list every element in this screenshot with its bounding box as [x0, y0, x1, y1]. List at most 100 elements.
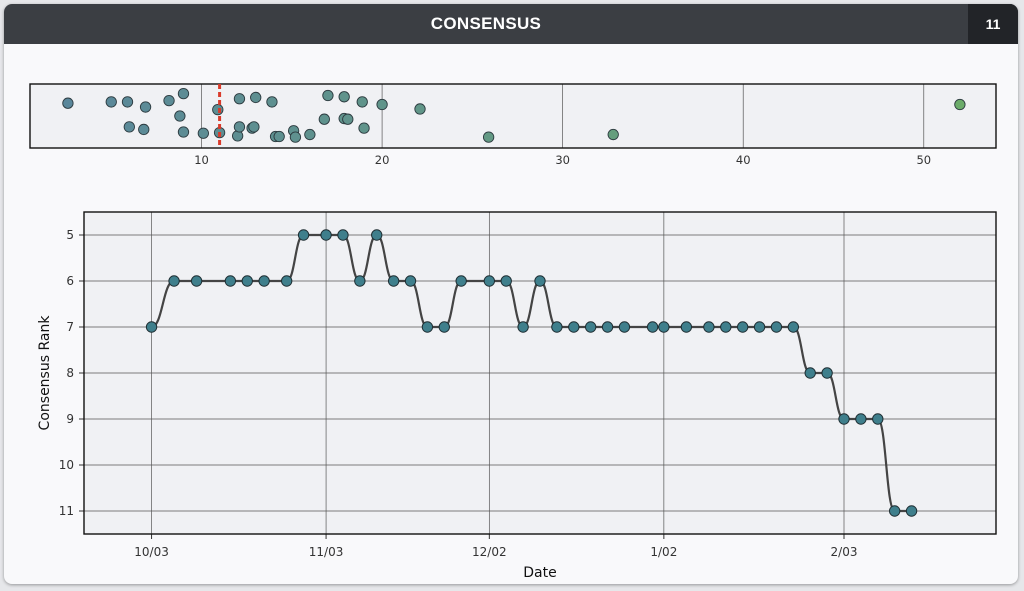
strip-point [248, 121, 260, 133]
strip-point [139, 101, 152, 113]
rank-point [703, 321, 715, 333]
rank-line-chart: 5 6 7 8 9 10 11 10/03 11/03 12/02 1/02 2/03 Date Cons… [37, 211, 997, 580]
line-y-tick-label: 11 [59, 504, 74, 518]
strip-point [376, 98, 388, 111]
rank-point [190, 275, 203, 287]
strip-point [163, 94, 175, 107]
strip-point [482, 131, 495, 143]
strip-point [273, 130, 285, 143]
strip-point [607, 128, 619, 141]
rank-point [483, 275, 496, 287]
line-frame [83, 211, 997, 535]
strip-point [318, 113, 330, 125]
rank-point [658, 321, 670, 333]
strip-x-tick-label: 30 [555, 153, 570, 167]
rank-point [838, 413, 850, 425]
rank-point [888, 505, 901, 517]
rank-point [145, 321, 158, 333]
strip-point [121, 96, 134, 108]
strip-x-tick-label: 50 [916, 153, 931, 167]
strip-point [212, 103, 224, 116]
rank-point [821, 367, 833, 379]
line-x-tick-label: 10/03 [134, 545, 169, 559]
rank-point [500, 275, 512, 287]
y-axis-label: Consensus Rank [37, 315, 53, 431]
x-axis-label: Date [523, 565, 556, 580]
rank-point [584, 321, 597, 333]
rank-point [855, 413, 867, 425]
line-x-tick-label: 2/03 [831, 545, 858, 559]
rank-point [258, 275, 270, 287]
strip-point [289, 131, 302, 143]
rank-point [168, 275, 180, 287]
line-y-tick-label: 8 [66, 366, 74, 380]
rank-point [241, 275, 253, 287]
rank-point [770, 321, 783, 333]
strip-point [177, 87, 190, 100]
rank-point [455, 275, 467, 287]
rank-point [438, 321, 450, 333]
strip-point [414, 103, 426, 115]
consensus-card: CONSENSUS 11 10 20 30 40 50 5 6 7 8 9 10 11 10/03 11… [4, 4, 1018, 584]
strip-point [266, 96, 278, 108]
strip-point [342, 113, 354, 125]
strip-point [174, 110, 186, 122]
rank-point [337, 229, 349, 241]
distribution-strip-chart: 10 20 30 40 50 [29, 83, 997, 167]
card-header: CONSENSUS 11 [4, 4, 1018, 44]
strip-point [197, 127, 209, 139]
strip-point [62, 97, 74, 109]
strip-frame [29, 83, 997, 149]
rank-point [720, 321, 732, 333]
strip-point [954, 98, 966, 111]
rank-point [280, 275, 293, 287]
strip-point [105, 96, 117, 108]
rank-point [551, 321, 563, 333]
rank-point [905, 505, 918, 517]
strip-point [233, 121, 246, 133]
rank-badge: 11 [968, 4, 1018, 44]
rank-point [421, 321, 434, 333]
rank-point [601, 321, 614, 333]
rank-point [354, 275, 366, 287]
rank-point [320, 229, 332, 241]
strip-x-tick-label: 10 [194, 153, 209, 167]
strip-point [304, 128, 316, 141]
rank-point [753, 321, 766, 333]
rank-point [517, 321, 529, 333]
rank-point [568, 321, 580, 333]
rank-point [224, 275, 237, 287]
line-x-tick-label: 12/02 [472, 545, 507, 559]
rank-point [618, 321, 631, 333]
strip-point [138, 123, 150, 136]
line-x-tick-label: 1/02 [650, 545, 677, 559]
rank-point [872, 413, 884, 425]
strip-point [233, 93, 246, 105]
strip-x-tick-label: 20 [375, 153, 390, 167]
strip-point [358, 122, 370, 134]
strip-point [338, 91, 350, 103]
rank-point [297, 229, 310, 241]
rank-point [736, 321, 749, 333]
rank-point [371, 229, 383, 241]
strip-point [250, 91, 262, 104]
strip-plot-area [30, 84, 996, 148]
strip-point [356, 96, 368, 108]
strip-point [123, 121, 135, 133]
line-y-tick-label: 5 [66, 228, 74, 242]
line-y-tick-label: 6 [66, 274, 74, 288]
rank-point [804, 367, 816, 379]
card-title: CONSENSUS [430, 14, 542, 33]
line-x-tick-label: 11/03 [309, 545, 344, 559]
rank-point [534, 275, 546, 287]
strip-point [322, 89, 334, 102]
rank-point [646, 321, 659, 333]
rank-point [680, 321, 693, 333]
line-y-tick-label: 7 [66, 320, 74, 334]
rank-point [387, 275, 400, 287]
strip-x-tick-label: 40 [736, 153, 751, 167]
strip-point [177, 126, 190, 138]
rank-point [787, 321, 800, 333]
rank-point [404, 275, 417, 287]
line-y-tick-label: 9 [66, 412, 74, 426]
